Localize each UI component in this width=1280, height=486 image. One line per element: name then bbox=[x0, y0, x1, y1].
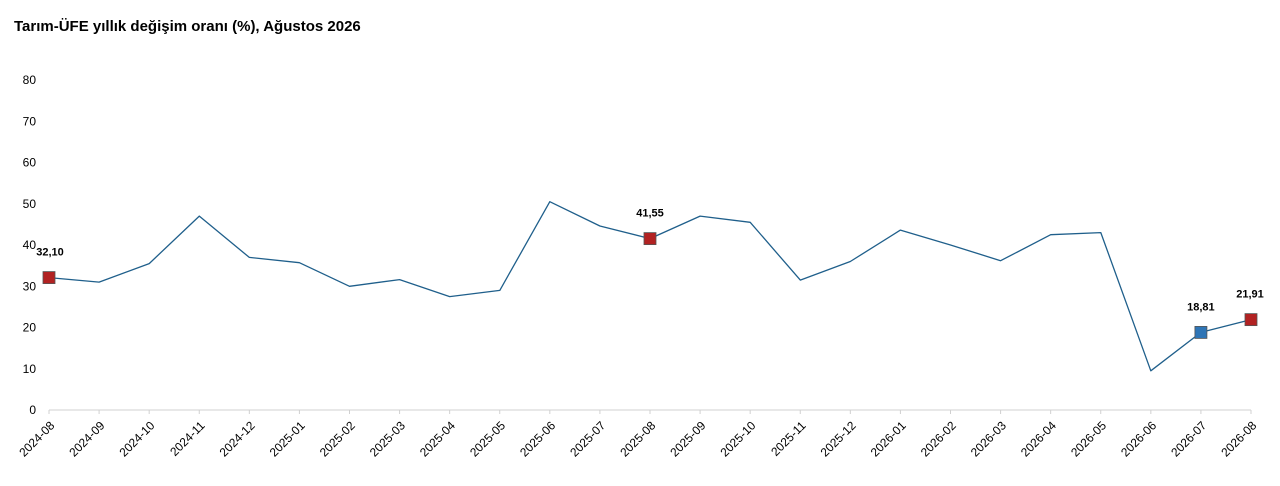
x-tick-label: 2025-06 bbox=[517, 418, 558, 459]
y-tick-label: 0 bbox=[29, 403, 36, 417]
data-marker bbox=[643, 232, 657, 246]
data-label: 18,81 bbox=[1187, 301, 1215, 313]
y-tick-label: 60 bbox=[23, 156, 37, 170]
x-tick-label: 2024-09 bbox=[66, 418, 107, 459]
x-tick-label: 2025-04 bbox=[417, 418, 458, 459]
x-tick-label: 2024-11 bbox=[167, 418, 208, 459]
data-label: 21,91 bbox=[1236, 289, 1264, 301]
x-tick-label: 2025-12 bbox=[818, 418, 859, 459]
x-tick-label: 2026-04 bbox=[1018, 418, 1059, 459]
x-tick-label: 2026-03 bbox=[968, 418, 1009, 459]
y-tick-label: 70 bbox=[23, 114, 37, 128]
x-tick-label: 2025-01 bbox=[267, 418, 308, 459]
series-layer bbox=[48, 201, 1252, 372]
x-tick-label: 2024-12 bbox=[217, 418, 258, 459]
y-tick-label: 20 bbox=[23, 321, 37, 335]
x-tick-label: 2025-02 bbox=[317, 418, 358, 459]
series-line bbox=[48, 201, 1252, 372]
data-marker bbox=[42, 271, 56, 284]
x-tick-label: 2026-07 bbox=[1168, 418, 1209, 459]
x-tick-label: 2024-10 bbox=[116, 418, 157, 459]
x-tick-label: 2026-02 bbox=[918, 418, 959, 459]
x-tick-label: 2026-01 bbox=[868, 418, 909, 459]
x-tick-label: 2025-11 bbox=[768, 418, 809, 459]
x-tick-label: 2026-05 bbox=[1068, 418, 1109, 459]
marker-layer: 32,10 41,55 18,81 21,91 bbox=[36, 208, 1264, 339]
x-tick-label: 2025-10 bbox=[717, 418, 758, 459]
x-tick-label: 2025-08 bbox=[617, 418, 658, 459]
data-marker bbox=[1194, 326, 1208, 339]
y-tick-label: 80 bbox=[23, 73, 37, 87]
chart-title: Tarım-ÜFE yıllık değişim oranı (%), Ağus… bbox=[14, 18, 361, 35]
y-tick-label: 30 bbox=[23, 279, 37, 293]
x-tick-label: 2025-09 bbox=[667, 418, 708, 459]
data-label: 41,55 bbox=[636, 208, 664, 220]
data-marker bbox=[1244, 313, 1258, 327]
y-tick-label: 10 bbox=[23, 362, 37, 376]
x-tick-label: 2024-08 bbox=[16, 418, 57, 459]
x-axis: 2024-08 2024-09 2024-10 2024-11 2024-12 2025-… bbox=[16, 409, 1260, 459]
data-label: 32,10 bbox=[36, 247, 64, 259]
x-tick-label: 2026-06 bbox=[1118, 418, 1159, 459]
x-tick-label: 2025-07 bbox=[567, 418, 608, 459]
x-tick-label: 2025-03 bbox=[367, 418, 408, 459]
y-tick-label: 50 bbox=[23, 197, 37, 211]
y-axis: 0 10 20 30 40 50 60 70 80 bbox=[23, 73, 37, 417]
y-tick-label: 40 bbox=[23, 238, 37, 252]
x-tick-label: 2025-05 bbox=[467, 418, 508, 459]
x-tick-label: 2026-08 bbox=[1218, 418, 1259, 459]
